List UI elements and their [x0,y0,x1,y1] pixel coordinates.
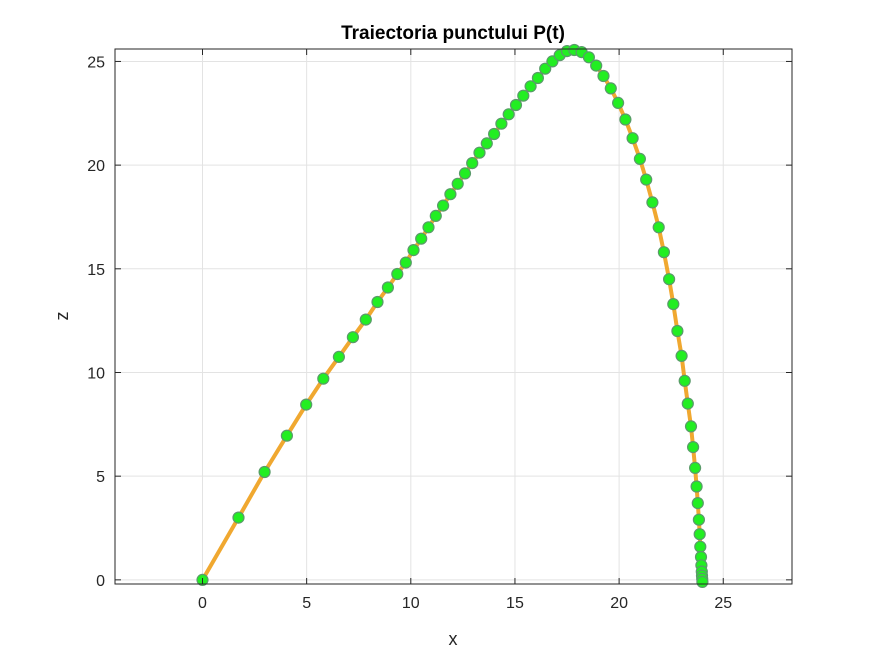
data-point [640,173,653,186]
data-point [611,96,625,110]
data-point [678,374,691,387]
data-point [590,59,603,72]
data-point [597,69,610,83]
ticks: 0 5 10 15 20 25 0 5 10 15 20 25 [87,49,792,612]
x-tick-label: 25 [714,595,732,612]
x-axis-label: x [449,629,458,649]
grid [115,49,792,584]
data-point [667,298,680,311]
x-tick-label: 15 [506,595,524,612]
data-point [517,89,530,102]
x-tick-label: 0 [198,595,207,612]
data-point [381,281,394,294]
data-point [407,244,420,257]
x-tick-label: 5 [302,595,311,612]
data-point [429,209,442,222]
data-point [391,267,404,281]
data-point [675,349,688,362]
data-point [626,132,639,145]
data-point [473,146,486,159]
data-point [466,157,479,170]
data-point [539,62,552,75]
data-point [346,331,359,344]
data-point [657,246,671,259]
x-tick-label: 20 [610,595,628,612]
data-point [280,429,293,442]
y-tick-label: 15 [87,262,105,279]
data-point [371,295,384,309]
x-tick-label: 10 [402,595,420,612]
data-point [531,71,545,85]
y-tick-label: 5 [96,469,105,486]
data-point [422,221,435,234]
data-point [681,397,694,410]
data-point [415,232,428,245]
data-point [458,167,472,180]
data-point [671,324,684,338]
data-point [495,117,508,130]
data-point [691,497,704,510]
chart-title: Traiectoria punctului P(t) [341,23,565,44]
data-point [524,80,537,93]
data-point [488,127,501,141]
data-point [633,152,647,165]
data-point [662,273,676,286]
data-point [686,441,700,454]
data-point [332,350,345,363]
data-point [300,398,313,411]
data-point [502,108,515,121]
data-point [582,51,596,64]
data-point [480,137,493,150]
y-tick-label: 20 [87,158,105,175]
data-layer [196,43,709,589]
data-point [696,575,709,589]
data-point [317,372,330,385]
plot-area [115,49,792,584]
data-point [693,528,706,541]
data-point [437,199,450,212]
data-point [359,313,372,326]
data-point [646,196,659,209]
data-point [692,513,706,526]
data-point [444,188,457,201]
data-point [399,256,412,269]
y-tick-label: 0 [96,573,105,590]
data-point [619,113,632,126]
axes-box [114,48,793,585]
data-point [258,465,271,479]
data-point [690,480,703,493]
y-tick-label: 10 [87,365,105,382]
data-point [232,511,245,524]
y-axis-label: z [52,312,72,321]
data-point [509,98,523,112]
data-point [694,540,707,553]
y-tick-label: 25 [87,54,105,71]
data-point [652,221,665,234]
data-point [684,420,698,433]
data-point [451,177,464,190]
data-point [604,82,617,95]
data-point [688,461,702,474]
